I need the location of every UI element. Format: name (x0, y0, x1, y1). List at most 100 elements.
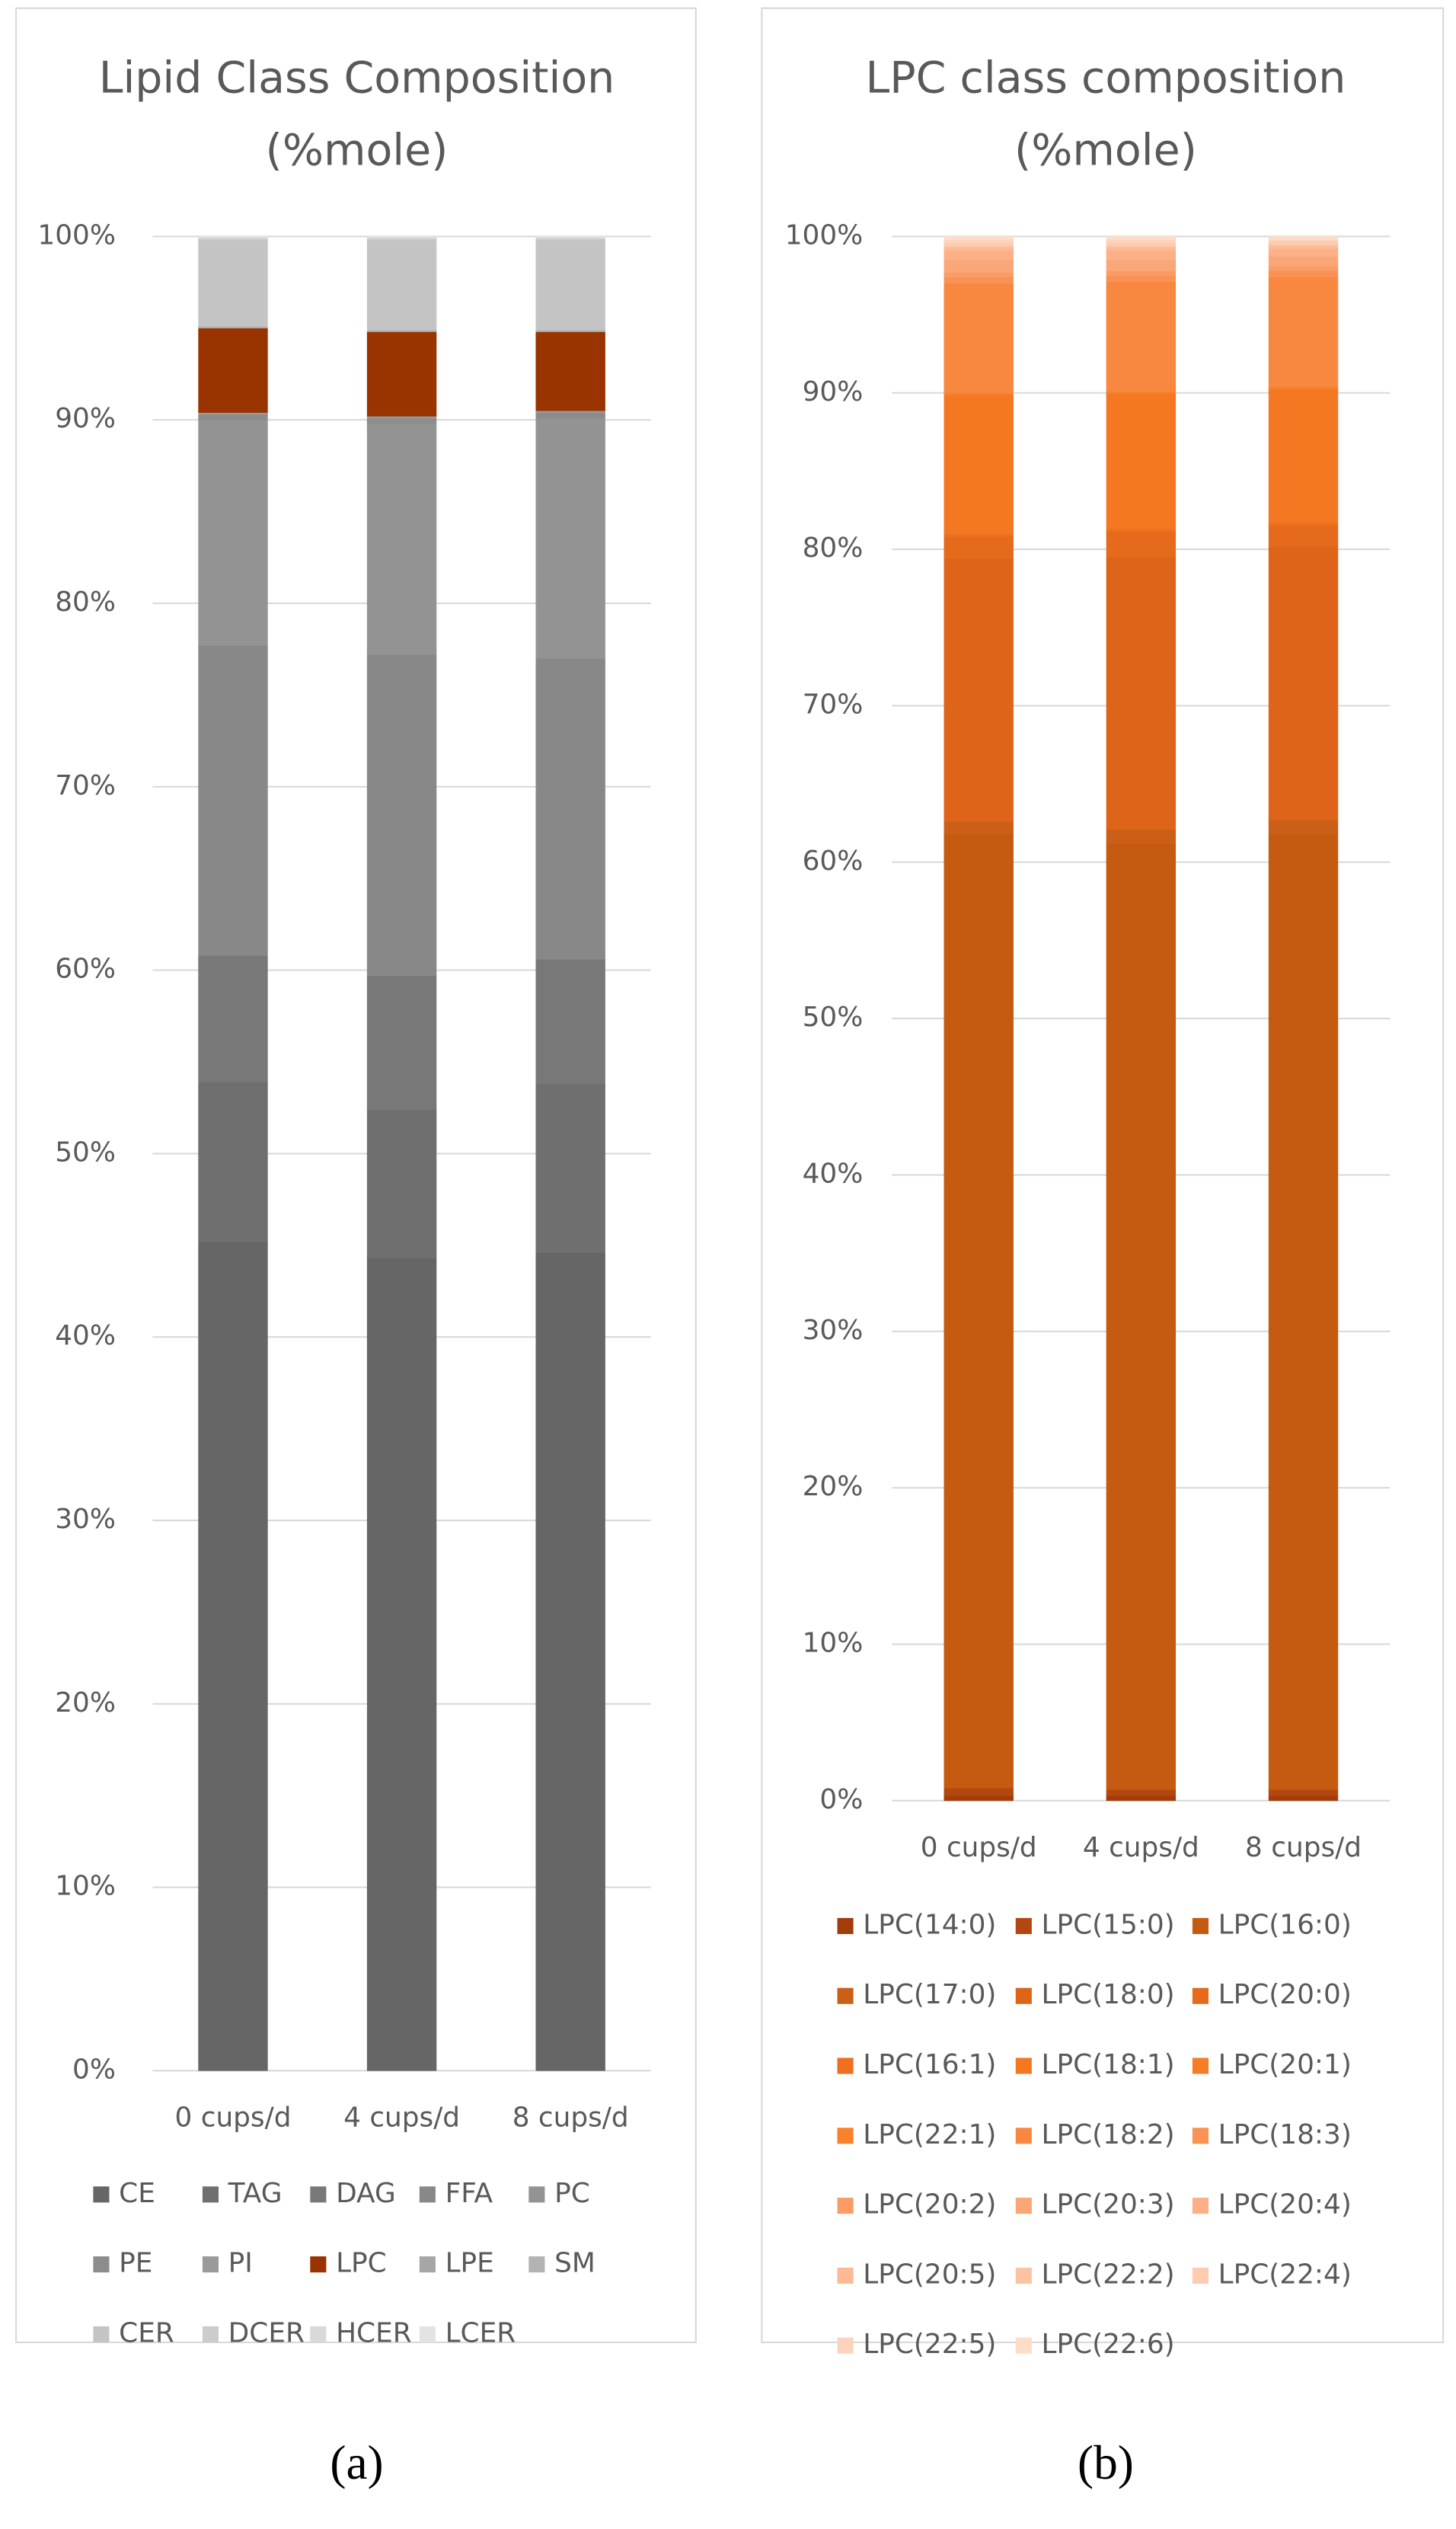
legend-swatch (202, 2256, 219, 2273)
x-tick-label: 0 cups/d (921, 1832, 1037, 1863)
bar-segment (1268, 241, 1339, 245)
bar-segment (1106, 1789, 1177, 1796)
bar-segment (1268, 270, 1339, 278)
bar-segment (1106, 532, 1177, 558)
legend-swatch (1015, 2198, 1032, 2214)
legend-swatch (310, 2186, 327, 2203)
bar-segment (535, 236, 605, 238)
legend-swatch (1015, 2128, 1032, 2144)
bar-segment (198, 1082, 268, 1242)
bar-segment (535, 958, 605, 1085)
bar-segment (198, 236, 268, 238)
bar-segment (366, 423, 437, 655)
legend-label: LPC(20:0) (1218, 1979, 1352, 2010)
legend-swatch (1015, 1917, 1032, 1934)
bar-segment (366, 1109, 437, 1258)
y-tick-label: 80% (55, 587, 116, 618)
legend-swatch (1192, 2128, 1209, 2144)
bar-segment (1106, 1795, 1177, 1802)
legend-label: LPC(20:2) (863, 2189, 996, 2220)
bar-segment (198, 238, 268, 241)
legend-swatch (1192, 2198, 1209, 2214)
y-tick-label: 20% (803, 1471, 864, 1502)
legend-label: LPC(22:5) (863, 2329, 996, 2360)
bar-segment (198, 955, 268, 1082)
legend-swatch (837, 2128, 854, 2144)
bar-segment (1106, 242, 1177, 247)
legend-swatch (1192, 1987, 1209, 2004)
legend-label: DAG (336, 2178, 396, 2209)
legend-label: PI (228, 2248, 253, 2279)
bar-segment (366, 239, 437, 331)
y-tick-label: 90% (55, 403, 116, 434)
x-tick-label: 8 cups/d (512, 2102, 629, 2134)
bar-segment (1106, 247, 1177, 251)
bar-segment (366, 1258, 437, 2071)
legend-label: LPC(17:0) (863, 1979, 996, 2010)
bar-segment (1268, 522, 1339, 526)
bar-segment (535, 1083, 605, 1253)
y-tick-label: 10% (55, 1871, 116, 1902)
bar-segment (1106, 250, 1177, 261)
y-tick-label: 30% (55, 1504, 116, 1535)
bar-segment (1106, 281, 1177, 392)
y-tick-label: 40% (803, 1158, 864, 1189)
bar-segment (366, 238, 437, 241)
legend-swatch (1192, 1917, 1209, 1934)
y-tick-label: 20% (55, 1687, 116, 1719)
legend-label: LPC(18:2) (1042, 2119, 1175, 2150)
bar-segment (366, 654, 437, 977)
legend-swatch (419, 2186, 436, 2203)
legend-label: LPC(20:3) (1042, 2189, 1175, 2220)
y-tick-label: 70% (55, 770, 116, 801)
y-tick-label: 90% (803, 376, 864, 408)
bar-segment (1106, 239, 1177, 243)
legend-swatch (837, 1917, 854, 1934)
bar-segment (535, 239, 605, 331)
legend-label: LPC(18:3) (1218, 2119, 1352, 2150)
legend-swatch (1015, 2267, 1032, 2284)
bar-segment (1268, 1795, 1339, 1802)
chart-title: (%mole) (266, 125, 449, 175)
bar-segment (944, 1795, 1014, 1802)
y-tick-label: 10% (803, 1627, 864, 1658)
legend-label: LCER (445, 2317, 516, 2348)
panel-label: (a) (330, 2436, 383, 2489)
y-tick-label: 0% (819, 1784, 863, 1815)
bar-segment (944, 250, 1014, 261)
bar-segment (944, 242, 1014, 247)
legend-label: LPC(22:6) (1042, 2329, 1175, 2360)
legend-swatch (837, 1987, 854, 2004)
legend-swatch (202, 2326, 219, 2343)
bar-segment (535, 1252, 605, 2071)
bar-segment (944, 272, 1014, 278)
legend-swatch (528, 2256, 545, 2273)
legend-swatch (310, 2326, 327, 2343)
x-tick-label: 0 cups/d (175, 2102, 292, 2134)
y-tick-label: 100% (785, 219, 864, 251)
bar-segment (1106, 829, 1177, 844)
legend-label: LPC (336, 2248, 387, 2279)
bar-segment (1268, 389, 1339, 523)
x-tick-label: 4 cups/d (343, 2102, 460, 2134)
bar-segment (198, 412, 268, 415)
bar-segment (944, 833, 1014, 1789)
bar-segment (1106, 270, 1177, 277)
bar-segment (1268, 277, 1339, 387)
legend-label: HCER (336, 2317, 412, 2348)
bar-segment (944, 558, 1014, 822)
bar-segment (535, 412, 605, 419)
legend-label: LPC(22:2) (1042, 2259, 1175, 2290)
y-tick-label: 50% (55, 1137, 116, 1168)
legend-swatch (310, 2256, 327, 2273)
legend-label: LPE (445, 2248, 494, 2279)
bar-segment (1106, 557, 1177, 830)
bar-segment (1268, 525, 1339, 547)
legend-label: PE (119, 2248, 152, 2279)
chart-title: (%mole) (1014, 125, 1197, 175)
y-tick-label: 70% (803, 689, 864, 720)
legend-label: LPC(20:5) (863, 2259, 996, 2290)
bar-segment (366, 975, 437, 1110)
bar-segment (198, 239, 268, 327)
